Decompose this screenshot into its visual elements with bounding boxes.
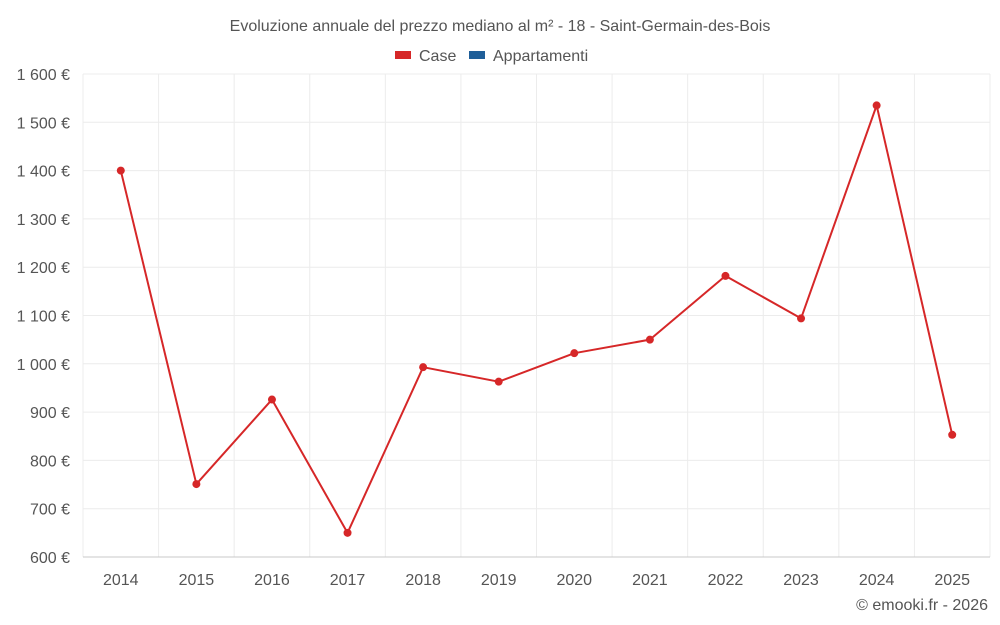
data-point[interactable] [267, 395, 276, 404]
y-tick-label: 800 € [30, 453, 70, 470]
legend-item-appartamenti[interactable]: Appartamenti [469, 48, 588, 65]
x-tick-label: 2022 [708, 572, 744, 589]
legend-item-case[interactable]: Case [395, 48, 456, 65]
data-point[interactable] [192, 480, 201, 489]
data-point[interactable] [645, 335, 654, 344]
x-tick-label: 2017 [330, 572, 366, 589]
x-tick-label: 2019 [481, 572, 517, 589]
x-tick-label: 2021 [632, 572, 668, 589]
y-tick-label: 1 300 € [17, 212, 70, 229]
y-tick-label: 700 € [30, 502, 70, 519]
x-tick-label: 2024 [859, 572, 895, 589]
legend-label-case: Case [419, 48, 456, 65]
data-point[interactable] [721, 271, 730, 280]
y-axis-ticks: 600 € 700 € 800 € 900 € 1 000 € 1 100 € 1 200 … [17, 67, 70, 567]
y-tick-label: 900 € [30, 405, 70, 422]
data-point[interactable] [570, 349, 579, 358]
data-point[interactable] [419, 363, 428, 372]
x-tick-label: 2025 [934, 572, 970, 589]
series-layer [116, 101, 957, 537]
chart-title: Evoluzione annuale del prezzo mediano al… [230, 18, 771, 35]
legend-swatch-case [395, 51, 411, 59]
y-tick-label: 600 € [30, 550, 70, 567]
x-tick-label: 2015 [179, 572, 215, 589]
x-tick-label: 2023 [783, 572, 819, 589]
y-tick-label: 1 200 € [17, 260, 70, 277]
y-tick-label: 1 600 € [17, 67, 70, 84]
data-point[interactable] [343, 528, 352, 537]
data-point[interactable] [797, 314, 806, 323]
y-tick-label: 1 400 € [17, 164, 70, 181]
legend-label-appartamenti: Appartamenti [493, 48, 588, 65]
data-point[interactable] [872, 101, 881, 110]
x-tick-label: 2020 [556, 572, 592, 589]
x-axis-ticks: 2014 2015 2016 2017 2018 2019 2020 2021 2022 2023… [103, 572, 970, 589]
y-tick-label: 1 500 € [17, 115, 70, 132]
y-tick-label: 1 100 € [17, 309, 70, 326]
legend-swatch-appartamenti [469, 51, 485, 59]
data-point[interactable] [494, 377, 503, 386]
x-tick-label: 2016 [254, 572, 290, 589]
x-gridlines [82, 74, 991, 557]
legend: Case Appartamenti [395, 48, 588, 65]
x-tick-label: 2014 [103, 572, 139, 589]
y-tick-label: 1 000 € [17, 357, 70, 374]
series-line-case [119, 104, 954, 534]
credit-text: © emooki.fr - 2026 [856, 597, 988, 614]
data-point[interactable] [948, 430, 957, 439]
data-point[interactable] [116, 166, 125, 175]
x-tick-label: 2018 [405, 572, 441, 589]
